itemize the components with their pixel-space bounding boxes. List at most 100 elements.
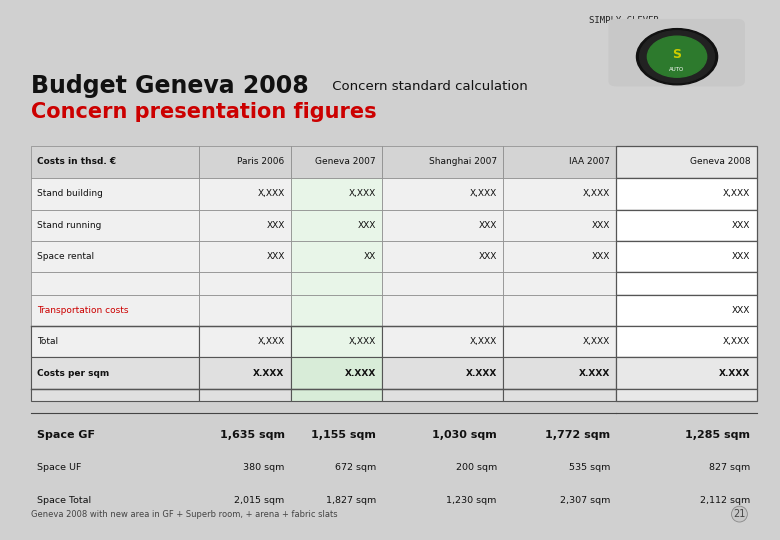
Bar (382, 272, 503, 295)
FancyBboxPatch shape (608, 19, 745, 86)
Text: X,XXX: X,XXX (257, 338, 285, 346)
Bar (382, 389, 503, 401)
Text: 1,030 sqm: 1,030 sqm (432, 430, 497, 440)
Text: Space UF: Space UF (37, 463, 82, 472)
Bar (616, 357, 757, 389)
Text: X,XXX: X,XXX (349, 338, 376, 346)
Text: X,XXX: X,XXX (583, 338, 610, 346)
Text: 827 sqm: 827 sqm (709, 463, 750, 472)
Bar (616, 146, 757, 178)
Bar (503, 178, 616, 210)
Text: X,XXX: X,XXX (723, 190, 750, 198)
Text: SIMPLY CLEVER: SIMPLY CLEVER (589, 16, 659, 25)
Text: 1,230 sqm: 1,230 sqm (446, 496, 497, 504)
Bar (503, 146, 616, 178)
Text: X,XXX: X,XXX (349, 190, 376, 198)
Bar (382, 210, 503, 241)
Text: IAA 2007: IAA 2007 (569, 158, 610, 166)
Bar (616, 241, 757, 272)
Text: Geneva 2008: Geneva 2008 (690, 158, 750, 166)
Text: X,XXX: X,XXX (723, 338, 750, 346)
Bar (31, 326, 199, 357)
Text: Geneva 2008 with new area in GF + Superb room, + arena + fabric slats: Geneva 2008 with new area in GF + Superb… (31, 510, 338, 518)
Bar (616, 389, 757, 401)
Text: XXX: XXX (266, 221, 285, 230)
Text: 2,307 sqm: 2,307 sqm (559, 496, 610, 504)
Bar (291, 241, 382, 272)
Bar (382, 241, 503, 272)
Text: X,XXX: X,XXX (257, 190, 285, 198)
Text: X.XXX: X.XXX (345, 369, 376, 377)
Text: X.XXX: X.XXX (466, 369, 497, 377)
Bar (503, 357, 616, 389)
Bar (382, 178, 503, 210)
Text: XX: XX (363, 252, 376, 261)
Text: XXX: XXX (266, 252, 285, 261)
Bar (31, 178, 199, 210)
Text: Paris 2006: Paris 2006 (237, 158, 285, 166)
Bar (31, 146, 199, 178)
Bar (291, 295, 382, 326)
Bar (616, 210, 757, 241)
Text: XXX: XXX (357, 221, 376, 230)
Text: X,XXX: X,XXX (470, 190, 497, 198)
Text: Stand running: Stand running (37, 221, 102, 230)
Text: XXX: XXX (591, 221, 610, 230)
Text: AUTO: AUTO (669, 66, 685, 72)
Bar (616, 272, 757, 295)
Text: Costs in thsd. €: Costs in thsd. € (37, 158, 116, 166)
Circle shape (640, 31, 714, 83)
Bar (199, 326, 291, 357)
Bar (291, 272, 382, 295)
Bar (291, 178, 382, 210)
Text: 1,285 sqm: 1,285 sqm (686, 430, 750, 440)
Circle shape (647, 36, 707, 77)
Text: Total: Total (37, 338, 58, 346)
Text: 1,155 sqm: 1,155 sqm (311, 430, 376, 440)
Text: 1,635 sqm: 1,635 sqm (220, 430, 285, 440)
Text: Transportation costs: Transportation costs (37, 306, 129, 315)
Text: X.XXX: X.XXX (579, 369, 610, 377)
Text: XXX: XXX (732, 252, 750, 261)
Text: X,XXX: X,XXX (470, 338, 497, 346)
Bar (199, 146, 291, 178)
Text: 535 sqm: 535 sqm (569, 463, 610, 472)
Text: 21: 21 (733, 509, 746, 519)
Bar (199, 178, 291, 210)
Bar (199, 357, 291, 389)
Bar (503, 326, 616, 357)
Text: X,XXX: X,XXX (583, 190, 610, 198)
Text: Space rental: Space rental (37, 252, 94, 261)
Text: Shanghai 2007: Shanghai 2007 (429, 158, 497, 166)
Text: X.XXX: X.XXX (254, 369, 285, 377)
Bar (503, 210, 616, 241)
Text: 200 sqm: 200 sqm (456, 463, 497, 472)
Bar (291, 357, 382, 389)
Bar (291, 326, 382, 357)
Bar (382, 146, 503, 178)
Text: 380 sqm: 380 sqm (243, 463, 285, 472)
Bar (31, 295, 199, 326)
Bar (31, 272, 199, 295)
Bar (616, 178, 757, 210)
Bar (31, 389, 199, 401)
Bar (616, 295, 757, 326)
Text: Costs per sqm: Costs per sqm (37, 369, 110, 377)
Text: Concern standard calculation: Concern standard calculation (328, 80, 527, 93)
Bar (199, 210, 291, 241)
Bar (199, 389, 291, 401)
Bar (31, 357, 199, 389)
Bar (382, 357, 503, 389)
Text: Space GF: Space GF (37, 430, 95, 440)
Text: 2,112 sqm: 2,112 sqm (700, 496, 750, 504)
Bar (503, 241, 616, 272)
Bar (503, 272, 616, 295)
Text: 1,827 sqm: 1,827 sqm (326, 496, 376, 504)
Text: X.XXX: X.XXX (719, 369, 750, 377)
Bar (382, 326, 503, 357)
Text: Concern presentation figures: Concern presentation figures (31, 102, 377, 122)
Text: Budget Geneva 2008: Budget Geneva 2008 (31, 75, 309, 98)
Bar (291, 389, 382, 401)
Text: 672 sqm: 672 sqm (335, 463, 376, 472)
Text: 1,772 sqm: 1,772 sqm (545, 430, 610, 440)
